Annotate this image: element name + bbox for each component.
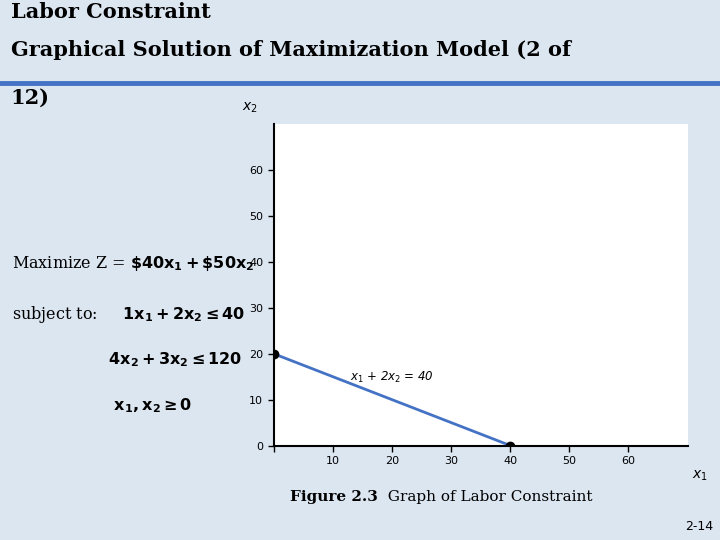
Text: $\mathbf{x_1, x_2 \geq 0}$: $\mathbf{x_1, x_2 \geq 0}$ (12, 397, 192, 415)
Text: $x_2$: $x_2$ (242, 100, 258, 115)
Text: $x_1$ + 2$x_2$ = 40: $x_1$ + 2$x_2$ = 40 (351, 370, 434, 386)
Text: 12): 12) (11, 88, 50, 108)
Text: Graphical Solution of Maximization Model (2 of: Graphical Solution of Maximization Model… (11, 40, 571, 60)
Text: Graph of Labor Constraint: Graph of Labor Constraint (378, 490, 593, 504)
Text: Labor Constraint: Labor Constraint (11, 2, 210, 22)
Text: Maximize Z = $\mathbf{\$40x_1 + \$50x_2}$: Maximize Z = $\mathbf{\$40x_1 + \$50x_2}… (12, 254, 254, 273)
Text: Figure 2.3: Figure 2.3 (290, 490, 378, 504)
Text: subject to:     $\mathbf{1x_1 + 2x_2 \leq 40}$: subject to: $\mathbf{1x_1 + 2x_2 \leq 40… (12, 304, 245, 325)
Text: $\mathbf{4x_2 + 3x_2 \leq 120}$: $\mathbf{4x_2 + 3x_2 \leq 120}$ (12, 350, 242, 369)
Text: $x_1$: $x_1$ (691, 468, 707, 483)
Text: 2-14: 2-14 (685, 520, 714, 533)
